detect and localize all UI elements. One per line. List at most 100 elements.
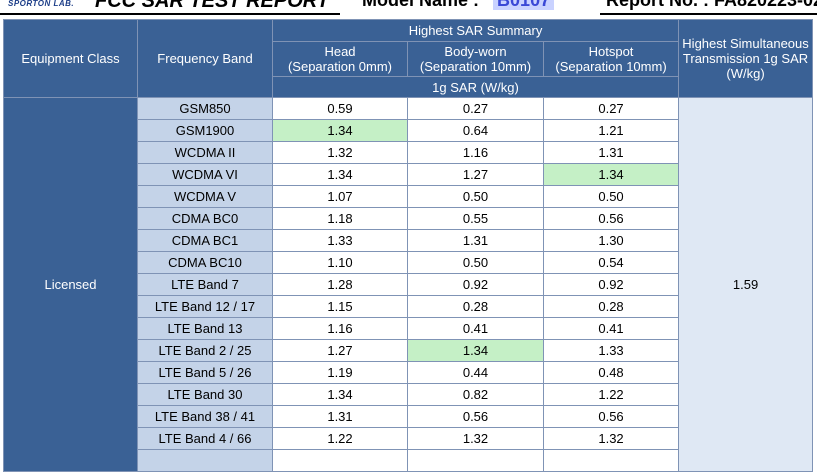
head-sar-cell: 1.33 xyxy=(272,229,408,252)
body-sar-cell: 0.41 xyxy=(407,317,544,340)
hotspot-label: Hotspot xyxy=(588,44,634,59)
report-title: FCC SAR TEST REPORT xyxy=(95,0,330,12)
table-row: CDMA BC10 1.10 0.50 0.54 xyxy=(4,251,813,274)
head-sar-cell: 1.16 xyxy=(272,317,408,340)
band-cell: CDMA BC10 xyxy=(137,251,273,274)
hotspot-sar-cell: 1.21 xyxy=(542,119,680,142)
report-underline xyxy=(600,13,817,15)
body-sar-cell: 0.55 xyxy=(407,207,544,230)
body-sar-cell: 1.27 xyxy=(407,163,544,186)
body-sar-cell: 0.27 xyxy=(407,97,544,120)
head-sar-cell: 1.10 xyxy=(272,251,408,274)
body-separation: (Separation 10mm) xyxy=(419,59,532,74)
body-label: Body-worn xyxy=(444,44,507,59)
header-head: Head (Separation 0mm) xyxy=(272,41,408,77)
hotspot-sar-cell: 0.54 xyxy=(542,251,680,274)
head-sar-cell: 1.19 xyxy=(272,361,408,384)
hotspot-sar-cell: 0.50 xyxy=(542,185,680,208)
hotspot-sar-cell: 1.31 xyxy=(542,141,680,164)
table-row: LTE Band 38 / 41 1.31 0.56 0.56 xyxy=(4,405,813,428)
empty-cell xyxy=(407,449,544,472)
band-cell: LTE Band 13 xyxy=(137,317,273,340)
band-cell: WCDMA VI xyxy=(137,163,273,186)
model-name: Model Name : B0107 xyxy=(362,0,555,11)
body-sar-cell: 1.34 xyxy=(407,339,544,362)
hotspot-sar-cell: 0.27 xyxy=(542,97,680,120)
table-row: LTE Band 7 1.28 0.92 0.92 xyxy=(4,273,813,296)
head-separation: (Separation 0mm) xyxy=(287,59,393,74)
report-header: SPORTON LAB. FCC SAR TEST REPORT Model N… xyxy=(0,0,817,16)
table-row: LTE Band 30 1.34 0.82 1.22 xyxy=(4,383,813,406)
body-sar-cell: 0.50 xyxy=(407,251,544,274)
band-cell: GSM850 xyxy=(137,97,273,120)
body-sar-cell: 1.31 xyxy=(407,229,544,252)
band-cell: LTE Band 4 / 66 xyxy=(137,427,273,450)
sar-table-body: Licensed GSM850 0.59 0.27 0.27 1.59 GSM1900 1.3… xyxy=(3,97,814,472)
hotspot-sar-cell: 0.92 xyxy=(542,273,680,296)
hotspot-sar-cell: 0.56 xyxy=(542,207,680,230)
header-simultaneous: Highest Simultaneous Transmission 1g SAR… xyxy=(678,19,814,98)
body-sar-cell: 0.92 xyxy=(407,273,544,296)
body-sar-cell: 1.16 xyxy=(407,141,544,164)
head-sar-cell: 1.18 xyxy=(272,207,408,230)
band-cell: CDMA BC1 xyxy=(137,229,273,252)
hotspot-sar-cell: 1.30 xyxy=(542,229,680,252)
table-row: CDMA BC0 1.18 0.55 0.56 xyxy=(4,207,813,230)
header-unit: 1g SAR (W/kg) xyxy=(271,76,680,98)
body-sar-cell: 0.44 xyxy=(407,361,544,384)
header-hotspot: Hotspot (Separation 10mm) xyxy=(542,41,680,77)
head-sar-cell: 1.22 xyxy=(272,427,408,450)
equipment-class-cell: Licensed xyxy=(3,97,138,472)
table-row: Licensed GSM850 0.59 0.27 0.27 1.59 xyxy=(3,97,814,472)
table-row: LTE Band 4 / 66 1.22 1.32 1.32 xyxy=(4,427,813,450)
model-value: B0107 xyxy=(493,0,555,10)
head-label: Head xyxy=(324,44,356,59)
model-label: Model Name xyxy=(362,0,469,10)
hotspot-sar-cell: 1.32 xyxy=(542,427,680,450)
hotspot-sar-cell: 0.28 xyxy=(542,295,680,318)
report-number: Report No. : FA820223-02 xyxy=(606,0,817,10)
band-cell: LTE Band 2 / 25 xyxy=(137,339,273,362)
head-sar-cell: 1.32 xyxy=(272,141,408,164)
company-logo: SPORTON LAB. xyxy=(8,0,75,8)
head-sar-cell: 0.59 xyxy=(272,97,408,120)
sar-summary-table: Equipment Class Frequency Band Highest S… xyxy=(3,19,814,472)
band-cell: GSM1900 xyxy=(137,119,273,142)
band-cell: LTE Band 30 xyxy=(137,383,273,406)
band-cell: LTE Band 5 / 26 xyxy=(137,361,273,384)
hotspot-separation: (Separation 10mm) xyxy=(555,59,667,74)
hotspot-sar-cell: 0.56 xyxy=(542,405,680,428)
hotspot-sar-cell: 0.41 xyxy=(542,317,680,340)
hotspot-sar-cell: 1.34 xyxy=(542,163,680,186)
head-sar-cell: 1.31 xyxy=(272,405,408,428)
header-frequency-band: Frequency Band xyxy=(137,19,273,98)
empty-cell xyxy=(272,449,408,472)
simultaneous-value-cell: 1.59 xyxy=(678,97,814,472)
model-separator: : xyxy=(473,0,480,10)
band-cell: WCDMA V xyxy=(137,185,273,208)
head-sar-cell: 1.07 xyxy=(272,185,408,208)
table-row: LTE Band 2 / 25 1.27 1.34 1.33 xyxy=(4,339,813,362)
band-cell: LTE Band 12 / 17 xyxy=(137,295,273,318)
table-row: WCDMA V 1.07 0.50 0.50 xyxy=(4,185,813,208)
body-sar-cell: 0.64 xyxy=(407,119,544,142)
title-underline xyxy=(0,13,340,15)
band-cell: LTE Band 38 / 41 xyxy=(137,405,273,428)
head-sar-cell: 1.15 xyxy=(272,295,408,318)
head-sar-cell: 1.34 xyxy=(272,119,408,142)
empty-cell xyxy=(137,449,273,472)
header-sar-summary: Highest SAR Summary xyxy=(271,19,680,42)
body-sar-cell: 0.50 xyxy=(407,185,544,208)
table-row: CDMA BC1 1.33 1.31 1.30 xyxy=(4,229,813,252)
head-sar-cell: 1.34 xyxy=(272,383,408,406)
table-row: WCDMA VI 1.34 1.27 1.34 xyxy=(4,163,813,186)
band-cell: CDMA BC0 xyxy=(137,207,273,230)
band-cell: WCDMA II xyxy=(137,141,273,164)
table-row: LTE Band 12 / 17 1.15 0.28 0.28 xyxy=(4,295,813,318)
body-sar-cell: 0.28 xyxy=(407,295,544,318)
hotspot-sar-cell: 1.33 xyxy=(542,339,680,362)
body-sar-cell: 1.32 xyxy=(407,427,544,450)
head-sar-cell: 1.28 xyxy=(272,273,408,296)
body-sar-cell: 0.56 xyxy=(407,405,544,428)
empty-cell xyxy=(542,449,680,472)
